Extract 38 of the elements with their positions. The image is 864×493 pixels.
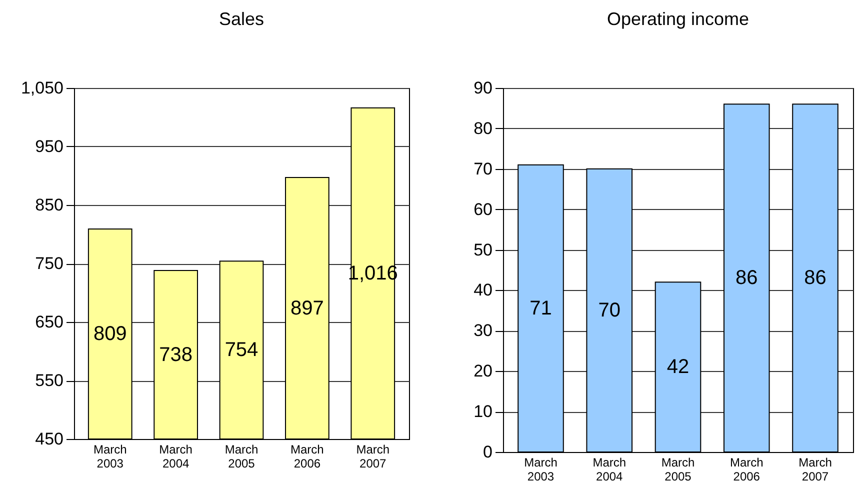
y-tick-label: 0 bbox=[483, 442, 492, 462]
y-tick-label: 650 bbox=[35, 312, 64, 332]
data-label: 809 bbox=[93, 322, 127, 345]
x-tick-label: March 2007 bbox=[798, 456, 832, 484]
x-tick-label: March 2006 bbox=[290, 442, 324, 470]
x-tick-label: March 2005 bbox=[661, 456, 695, 484]
data-label: 71 bbox=[530, 297, 552, 320]
x-tick-label: March 2007 bbox=[356, 442, 390, 470]
x-tick-label: March 2004 bbox=[592, 456, 626, 484]
y-tick-label: 80 bbox=[474, 118, 492, 138]
y-tick-label: 950 bbox=[35, 137, 64, 156]
data-label: 86 bbox=[736, 267, 758, 290]
x-tick-label: March 2003 bbox=[93, 442, 127, 470]
y-tick-label: 20 bbox=[474, 362, 492, 381]
y-tick-label: 750 bbox=[35, 254, 64, 273]
x-tick-label: March 2006 bbox=[730, 456, 764, 484]
y-tick-label: 90 bbox=[474, 78, 492, 98]
data-label: 897 bbox=[290, 297, 324, 320]
y-tick-label: 850 bbox=[35, 196, 64, 214]
data-label: 754 bbox=[224, 339, 258, 362]
y-tick-label: 60 bbox=[474, 200, 492, 219]
y-tick-label: 30 bbox=[474, 321, 492, 340]
data-label: 738 bbox=[159, 344, 192, 366]
y-tick-label: 450 bbox=[35, 430, 64, 448]
y-tick-label: 1,050 bbox=[20, 78, 64, 98]
x-tick-label: March 2004 bbox=[159, 442, 192, 470]
y-tick-label: 70 bbox=[474, 159, 492, 178]
data-label: 70 bbox=[598, 299, 620, 322]
y-tick-label: 40 bbox=[474, 280, 492, 300]
chart-title: Sales bbox=[218, 9, 264, 29]
x-tick-label: March 2003 bbox=[524, 456, 558, 484]
y-tick-label: 10 bbox=[474, 402, 492, 422]
data-label: 86 bbox=[804, 267, 826, 290]
y-tick-label: 50 bbox=[474, 240, 492, 260]
chart-title: Operating income bbox=[606, 9, 750, 29]
data-label: 42 bbox=[666, 356, 690, 378]
x-tick-label: March 2005 bbox=[224, 442, 258, 470]
y-tick-label: 550 bbox=[35, 371, 64, 390]
